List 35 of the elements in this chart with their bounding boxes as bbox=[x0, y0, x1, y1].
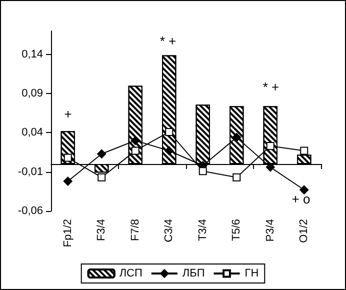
x-tick-label: T5/6 bbox=[230, 219, 243, 242]
legend-label: ГН bbox=[244, 268, 259, 280]
point bbox=[266, 142, 274, 150]
x-tick-label: F3/4 bbox=[96, 219, 108, 242]
x-tick-label: O1/2 bbox=[298, 219, 310, 243]
point bbox=[266, 162, 275, 172]
point bbox=[232, 132, 242, 142]
annotation: * + bbox=[262, 80, 280, 94]
point bbox=[130, 136, 140, 146]
annotation: + o bbox=[292, 192, 310, 206]
y-tick-label: -0,01 bbox=[18, 166, 43, 178]
point bbox=[97, 149, 106, 158]
x-tick-label: T3/4 bbox=[196, 219, 209, 242]
annotation: * + bbox=[160, 34, 176, 48]
y-tick-label: 0,09 bbox=[22, 88, 43, 100]
y-tick-label: 0,04 bbox=[22, 126, 43, 139]
point bbox=[232, 173, 241, 182]
legend-label: ЛСП bbox=[119, 268, 143, 280]
legend-label: ЛБП bbox=[182, 268, 205, 280]
y-tick-label: 0,14 bbox=[22, 48, 43, 60]
x-tick-label: Fp1/2 bbox=[62, 219, 74, 248]
point bbox=[64, 154, 72, 162]
point bbox=[164, 146, 174, 156]
x-tick-label: F7/8 bbox=[129, 219, 142, 242]
point bbox=[131, 146, 140, 155]
point bbox=[198, 167, 207, 176]
x-tick-label: C3/4 bbox=[163, 219, 176, 242]
point bbox=[63, 176, 72, 186]
point bbox=[98, 173, 106, 182]
annotation: + bbox=[64, 106, 72, 122]
y-tick-label: -0,06 bbox=[18, 205, 43, 217]
point bbox=[300, 146, 308, 155]
point bbox=[300, 185, 309, 194]
x-tick-label: P3/4 bbox=[264, 219, 276, 242]
point bbox=[165, 128, 174, 136]
